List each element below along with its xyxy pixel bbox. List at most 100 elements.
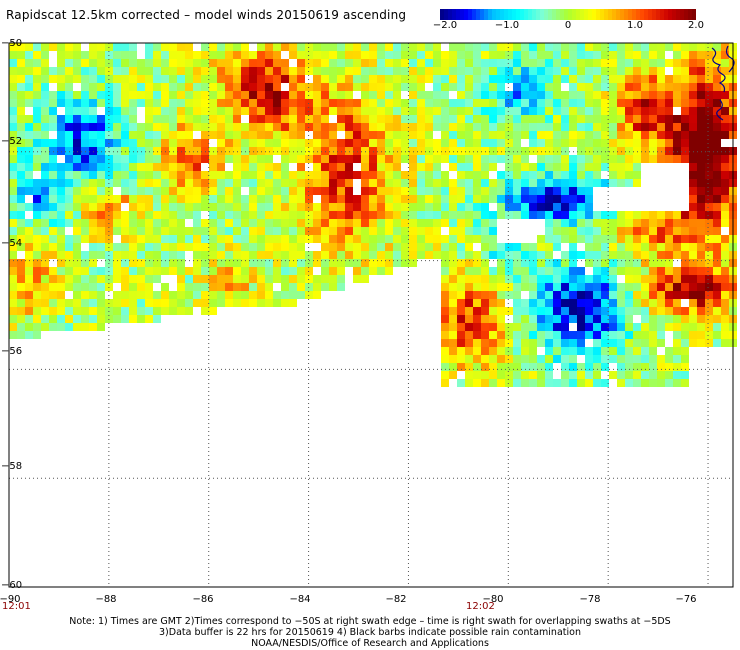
wind-cell	[361, 91, 369, 99]
wind-cell	[473, 171, 481, 179]
wind-cell	[449, 131, 457, 139]
wind-cell	[25, 51, 33, 59]
wind-cell	[721, 187, 729, 195]
wind-cell	[313, 67, 321, 75]
wind-cell	[233, 179, 241, 187]
wind-cell	[497, 347, 505, 355]
wind-cell	[577, 227, 585, 235]
wind-cell	[241, 155, 249, 163]
wind-cell	[41, 203, 49, 211]
wind-cell	[97, 243, 105, 251]
wind-cell	[625, 83, 633, 91]
wind-cell	[385, 75, 393, 83]
wind-cell	[617, 299, 625, 307]
wind-cell	[17, 59, 25, 67]
wind-cell	[393, 123, 401, 131]
wind-cell	[601, 363, 609, 371]
wind-cell	[233, 195, 241, 203]
wind-cell	[185, 203, 193, 211]
wind-cell	[569, 99, 577, 107]
wind-cell	[593, 275, 601, 283]
wind-cell	[25, 267, 33, 275]
wind-cell	[625, 163, 633, 171]
colorbar-step	[668, 9, 673, 20]
wind-cell	[313, 171, 321, 179]
wind-cell	[265, 251, 273, 259]
wind-cell	[441, 211, 449, 219]
wind-cell	[17, 155, 25, 163]
wind-cell	[153, 123, 161, 131]
wind-cell	[313, 275, 321, 283]
wind-cell	[369, 99, 377, 107]
wind-cell	[553, 59, 561, 67]
wind-cell	[225, 203, 233, 211]
wind-cell	[217, 91, 225, 99]
wind-cell	[321, 99, 329, 107]
wind-cell	[673, 227, 681, 235]
wind-cell	[369, 75, 377, 83]
wind-cell	[129, 179, 137, 187]
wind-cell	[289, 115, 297, 123]
wind-cell	[49, 219, 57, 227]
wind-cell	[505, 371, 513, 379]
wind-cell	[633, 275, 641, 283]
wind-cell	[641, 235, 649, 243]
wind-cell	[721, 219, 729, 227]
wind-cell	[553, 243, 561, 251]
wind-cell	[689, 107, 697, 115]
wind-cell	[617, 131, 625, 139]
wind-cell	[57, 195, 65, 203]
wind-cell	[569, 251, 577, 259]
wind-cell	[473, 91, 481, 99]
wind-cell	[369, 147, 377, 155]
wind-cell	[289, 235, 297, 243]
wind-cell	[681, 235, 689, 243]
wind-cell	[489, 59, 497, 67]
wind-cell	[377, 163, 385, 171]
wind-cell	[441, 187, 449, 195]
wind-cell	[449, 259, 457, 267]
wind-cell	[241, 259, 249, 267]
wind-cell	[505, 91, 513, 99]
wind-cell	[481, 243, 489, 251]
wind-cell	[177, 67, 185, 75]
wind-cell	[89, 283, 97, 291]
wind-cell	[705, 291, 713, 299]
wind-cell	[337, 91, 345, 99]
wind-cell	[401, 251, 409, 259]
wind-cell	[561, 115, 569, 123]
wind-cell	[89, 171, 97, 179]
wind-cell	[697, 259, 705, 267]
wind-cell	[721, 339, 729, 347]
wind-cell	[545, 75, 553, 83]
wind-cell	[249, 91, 257, 99]
wind-cell	[265, 163, 273, 171]
wind-cell	[113, 147, 121, 155]
colorbar-step	[628, 9, 633, 20]
wind-cell	[665, 227, 673, 235]
colorbar-step	[488, 9, 493, 20]
wind-cell	[121, 91, 129, 99]
wind-cell	[449, 307, 457, 315]
wind-cell	[177, 91, 185, 99]
wind-cell	[89, 75, 97, 83]
wind-cell	[441, 83, 449, 91]
wind-cell	[217, 67, 225, 75]
wind-cell	[601, 83, 609, 91]
wind-cell	[57, 299, 65, 307]
wind-cell	[441, 235, 449, 243]
wind-cell	[393, 83, 401, 91]
wind-cell	[569, 59, 577, 67]
wind-cell	[209, 91, 217, 99]
wind-cell	[161, 171, 169, 179]
wind-cell	[497, 75, 505, 83]
footnote-line-1: Note: 1) Times are GMT 2)Times correspon…	[69, 616, 671, 627]
wind-cell	[649, 283, 657, 291]
wind-cell	[361, 51, 369, 59]
wind-cell	[473, 75, 481, 83]
wind-cell	[681, 227, 689, 235]
wind-cell	[409, 83, 417, 91]
wind-cell	[33, 43, 41, 51]
wind-cell	[17, 235, 25, 243]
